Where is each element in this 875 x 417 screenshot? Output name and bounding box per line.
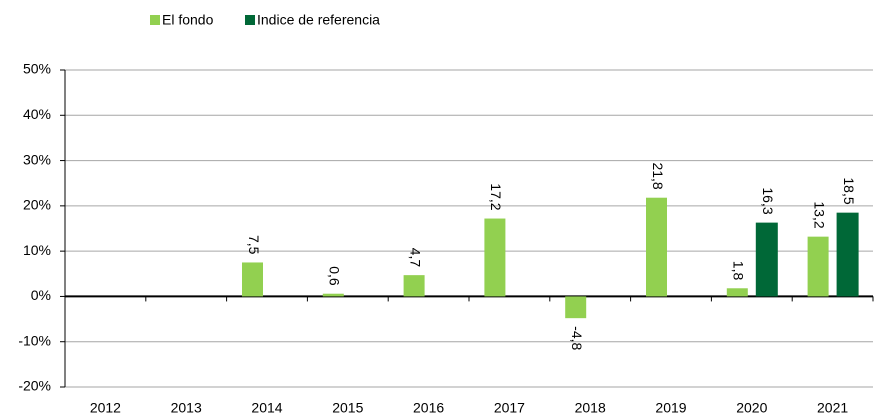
bar	[484, 218, 506, 297]
bar	[726, 288, 748, 297]
data-label: 17,2	[488, 183, 504, 210]
x-tick-label: 2021	[817, 400, 848, 416]
data-label: 1,8	[731, 261, 747, 281]
y-tick-label: 0%	[31, 287, 51, 303]
legend-label: Indice de referencia	[257, 12, 380, 28]
bar	[403, 275, 425, 297]
x-tick-label: 2020	[736, 400, 767, 416]
bar	[836, 212, 859, 297]
y-tick-label: 50%	[23, 61, 51, 77]
x-tick-label: 2015	[332, 400, 363, 416]
x-tick-label: 2013	[171, 400, 202, 416]
legend-swatch	[245, 15, 255, 25]
bar	[646, 197, 667, 297]
data-label: 18,5	[841, 177, 857, 204]
bar	[242, 262, 263, 297]
data-label: 7,5	[246, 235, 262, 255]
x-tick-label: 2012	[90, 400, 121, 416]
data-label: 21,8	[650, 162, 666, 189]
data-label: -4,8	[569, 326, 585, 350]
bar	[565, 296, 587, 319]
y-tick-label: -10%	[18, 332, 51, 348]
x-tick-label: 2019	[655, 400, 686, 416]
y-tick-label: 40%	[23, 106, 51, 122]
y-tick-label: 10%	[23, 242, 51, 258]
x-tick-label: 2016	[413, 400, 444, 416]
legend-label: El fondo	[162, 12, 214, 28]
y-tick-label: 30%	[23, 151, 51, 167]
bar	[322, 293, 344, 297]
x-tick-label: 2018	[575, 400, 606, 416]
legend-swatch	[150, 15, 160, 25]
y-tick-label: -20%	[18, 378, 51, 394]
data-label: 16,3	[760, 187, 776, 214]
data-label: 13,2	[811, 201, 827, 228]
data-label: 0,6	[327, 266, 343, 286]
y-tick-label: 20%	[23, 197, 51, 213]
x-tick-label: 2014	[251, 400, 282, 416]
x-tick-label: 2017	[494, 400, 525, 416]
data-label: 4,7	[407, 248, 423, 268]
bar	[807, 236, 829, 297]
bar	[755, 222, 778, 297]
